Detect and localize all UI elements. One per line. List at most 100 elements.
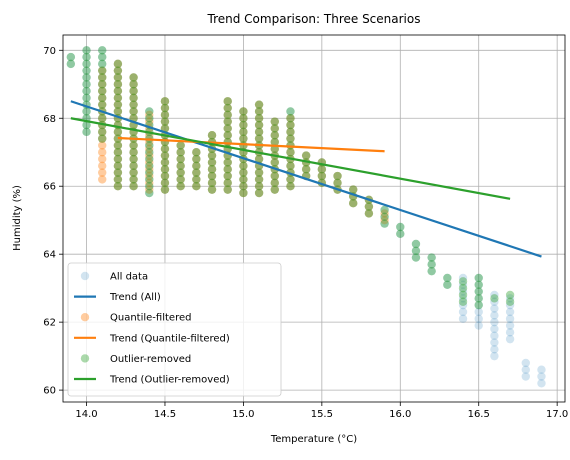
data-point-series-3 [129,161,138,171]
data-point-series-1 [223,117,232,126]
data-point-series-5 [254,120,264,130]
data-point-series-5 [333,178,342,188]
data-point-series-5 [113,73,123,82]
data-point-series-1 [176,161,185,171]
data-point-series-1 [113,80,123,89]
data-point-series-5 [254,100,264,109]
data-point-series-3 [160,178,170,188]
data-point-series-5 [505,297,515,306]
data-point-series-5 [98,100,107,109]
data-point-series-5 [98,66,107,75]
data-point-series-3 [145,165,154,174]
data-point-series-1 [223,171,232,181]
data-point-series-1 [286,175,295,184]
data-point-series-3 [113,80,123,89]
data-point-series-5 [160,117,170,126]
data-point-series-5 [176,175,185,184]
data-point-series-1 [160,165,170,174]
data-point-series-1 [286,148,295,157]
data-point-series-5 [82,86,91,96]
data-point-series-3 [239,107,248,116]
data-point-series-3 [113,148,123,157]
data-point-series-3 [113,141,123,150]
data-point-series-1 [254,168,264,177]
data-point-series-5 [207,185,217,194]
data-point-series-5 [254,188,264,198]
x-tick-label: 14.5 [154,409,176,420]
data-point-series-5 [98,73,107,82]
data-point-series-5 [317,165,327,174]
data-point-series-3 [113,107,123,116]
data-point-series-3 [98,80,107,89]
data-point-series-3 [113,175,123,184]
data-point-series-1 [474,287,483,296]
data-point-series-3 [192,168,201,177]
data-point-series-3 [364,202,374,211]
data-point-series-5 [192,182,201,191]
data-point-series-1 [505,334,515,344]
data-point-series-3 [239,175,248,184]
data-point-series-1 [113,168,123,177]
data-point-series-5 [176,154,185,164]
data-point-series-3 [160,151,170,160]
data-point-series-1 [207,185,217,194]
data-point-series-3 [286,182,295,191]
data-point-series-1 [396,229,405,238]
data-point-series-5 [239,127,248,137]
data-point-series-3 [160,110,170,120]
data-point-series-1 [176,182,185,191]
data-point-series-3 [239,161,248,171]
data-point-series-3 [239,134,248,143]
data-point-series-1 [286,114,295,123]
data-point-series-1 [207,151,217,160]
legend-label: Outlier-removed [110,354,191,365]
data-point-series-1 [207,158,217,167]
data-point-series-5 [192,148,201,157]
data-point-series-3 [270,131,279,140]
data-point-series-1 [129,141,138,150]
data-point-series-3 [129,107,138,116]
data-point-series-1 [145,168,154,177]
data-point-series-5 [474,273,483,283]
data-point-series-5 [427,253,436,262]
data-point-series-1 [113,141,123,150]
data-point-series-1 [207,165,217,174]
data-point-series-1 [490,331,499,340]
data-point-series-5 [223,97,232,106]
data-point-series-5 [113,59,123,69]
y-tick-label: 64 [43,250,56,261]
data-point-series-1 [223,158,232,167]
data-point-series-1 [333,171,342,181]
data-point-series-1 [254,100,264,109]
data-point-series-1 [239,127,248,137]
data-point-series-1 [192,182,201,191]
data-point-series-5 [270,171,279,181]
data-point-series-5 [458,283,468,293]
data-point-series-1 [66,52,76,62]
data-point-series-1 [113,59,123,69]
data-point-series-1 [223,131,232,140]
data-point-series-1 [239,182,248,191]
data-point-series-5 [270,117,279,126]
data-point-series-1 [98,93,107,103]
data-point-series-1 [98,73,107,82]
data-point-series-1 [490,290,499,300]
data-point-series-1 [82,73,91,82]
data-point-series-5 [458,290,468,300]
data-point-series-1 [521,365,530,374]
data-point-series-5 [239,107,248,116]
data-point-series-1 [239,161,248,171]
data-point-series-5 [239,188,248,198]
y-tick-label: 60 [43,386,56,397]
x-tick-label: 15.5 [311,409,333,420]
data-point-series-3 [254,154,264,164]
data-point-series-1 [505,321,515,330]
data-point-series-5 [411,253,421,262]
data-point-series-3 [254,188,264,198]
data-point-series-1 [98,134,107,143]
data-point-series-1 [82,107,91,116]
data-point-series-1 [380,205,389,215]
data-point-series-3 [113,127,123,137]
data-point-series-3 [254,168,264,177]
data-point-series-1 [490,338,499,347]
